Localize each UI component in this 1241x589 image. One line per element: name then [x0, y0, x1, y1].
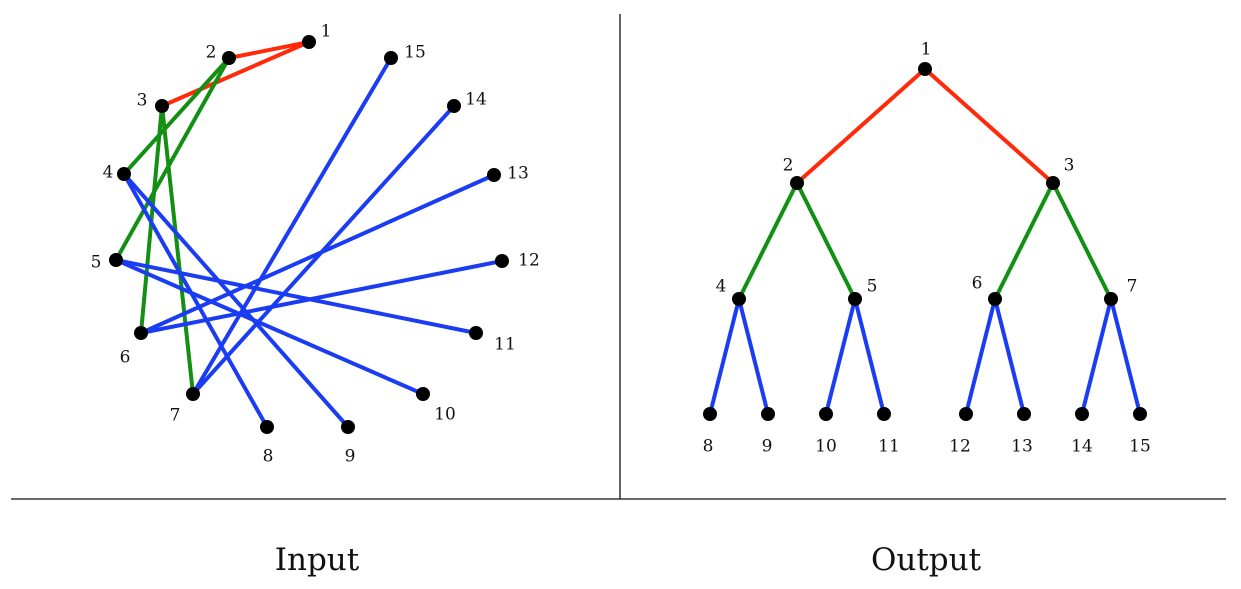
output-node-2: [790, 176, 804, 190]
input-edge-4-8: [122, 172, 269, 429]
input-node-3: [155, 99, 169, 113]
output-edge-1-2: [795, 67, 927, 185]
output-node-8: [703, 407, 717, 421]
output-node-11: [877, 407, 891, 421]
input-edge-1-3: [160, 40, 311, 108]
output-edge-7-14: [1080, 297, 1113, 416]
input-edges: [114, 40, 504, 429]
input-edge-5-10: [114, 258, 425, 396]
output-graph: 12 34 5 6 78 9 10 11 12 13 14 15: [703, 40, 1151, 457]
input-node-label-8: 8: [263, 447, 274, 467]
output-node-label-9: 9: [762, 437, 773, 457]
input-edge-4-9: [122, 172, 350, 429]
input-caption: Input: [275, 542, 360, 578]
output-edge-2-5: [795, 181, 857, 301]
input-edge-7-14: [191, 104, 456, 396]
input-edge-2-4: [122, 56, 231, 176]
input-node-15: [384, 51, 398, 65]
input-nodes: [109, 35, 509, 434]
input-node-label-15: 15: [404, 43, 426, 63]
input-node-label-6: 6: [120, 348, 131, 368]
output-edges: [708, 67, 1142, 416]
input-edge-2-5: [114, 56, 231, 262]
output-edge-6-13: [993, 297, 1026, 416]
output-node-3: [1046, 176, 1060, 190]
input-node-label-2: 2: [206, 43, 217, 63]
input-node-9: [341, 420, 355, 434]
input-edge-1-2: [227, 40, 311, 60]
input-node-label-5: 5: [91, 253, 102, 273]
input-node-label-4: 4: [103, 163, 114, 183]
output-node-9: [761, 407, 775, 421]
input-node-12: [495, 254, 509, 268]
output-node-15: [1133, 407, 1147, 421]
output-nodes: [703, 62, 1147, 421]
input-node-8: [260, 420, 274, 434]
output-edge-5-10: [824, 297, 857, 416]
input-edge-5-11: [114, 258, 478, 335]
input-node-label-10: 10: [434, 405, 456, 425]
output-node-label-12: 12: [949, 437, 971, 457]
input-node-6: [134, 326, 148, 340]
output-node-label-15: 15: [1129, 437, 1151, 457]
input-edge-3-7: [160, 104, 195, 396]
output-node-7: [1104, 292, 1118, 306]
input-edge-7-15: [191, 56, 393, 396]
output-node-label-10: 10: [815, 437, 837, 457]
output-node-label-4: 4: [716, 277, 727, 297]
input-node-11: [469, 326, 483, 340]
output-node-label-5: 5: [867, 277, 878, 297]
output-edge-7-15: [1109, 297, 1142, 416]
output-node-12: [959, 407, 973, 421]
output-node-label-6: 6: [972, 274, 983, 294]
output-edge-5-11: [853, 297, 886, 416]
input-node-13: [487, 168, 501, 182]
output-node-14: [1075, 407, 1089, 421]
output-node-label-11: 11: [878, 437, 900, 457]
output-node-label-13: 13: [1011, 437, 1033, 457]
input-edge-6-12: [139, 259, 504, 335]
output-edge-3-6: [993, 181, 1055, 301]
input-node-14: [447, 99, 461, 113]
input-node-label-11: 11: [494, 335, 516, 355]
output-edge-4-9: [737, 297, 770, 416]
output-node-4: [732, 292, 746, 306]
output-node-label-3: 3: [1064, 156, 1075, 176]
input-node-label-9: 9: [345, 447, 356, 467]
input-node-5: [109, 253, 123, 267]
output-edge-6-12: [964, 297, 997, 416]
input-node-7: [186, 387, 200, 401]
output-edge-3-7: [1051, 181, 1113, 301]
output-node-label-7: 7: [1127, 277, 1138, 297]
input-node-label-7: 7: [170, 406, 181, 426]
input-node-10: [416, 387, 430, 401]
output-caption: Output: [871, 542, 982, 578]
output-node-5: [848, 292, 862, 306]
output-node-10: [819, 407, 833, 421]
input-node-4: [117, 167, 131, 181]
input-node-label-1: 1: [321, 22, 332, 42]
input-node-label-14: 14: [465, 90, 487, 110]
input-node-label-13: 13: [507, 164, 529, 184]
output-node-6: [988, 292, 1002, 306]
output-labels: 12 34 5 6 78 9 10 11 12 13 14 15: [703, 40, 1151, 457]
output-edge-4-8: [708, 297, 741, 416]
output-node-label-8: 8: [703, 437, 714, 457]
output-node-13: [1017, 407, 1031, 421]
output-node-label-14: 14: [1071, 437, 1093, 457]
input-node-2: [222, 51, 236, 65]
output-node-label-1: 1: [921, 40, 932, 60]
output-node-1: [918, 62, 932, 76]
input-node-label-12: 12: [518, 251, 540, 271]
output-edge-2-4: [737, 181, 799, 301]
input-node-1: [302, 35, 316, 49]
input-node-label-3: 3: [137, 91, 148, 111]
output-edge-1-3: [923, 67, 1055, 185]
output-node-label-2: 2: [783, 156, 794, 176]
